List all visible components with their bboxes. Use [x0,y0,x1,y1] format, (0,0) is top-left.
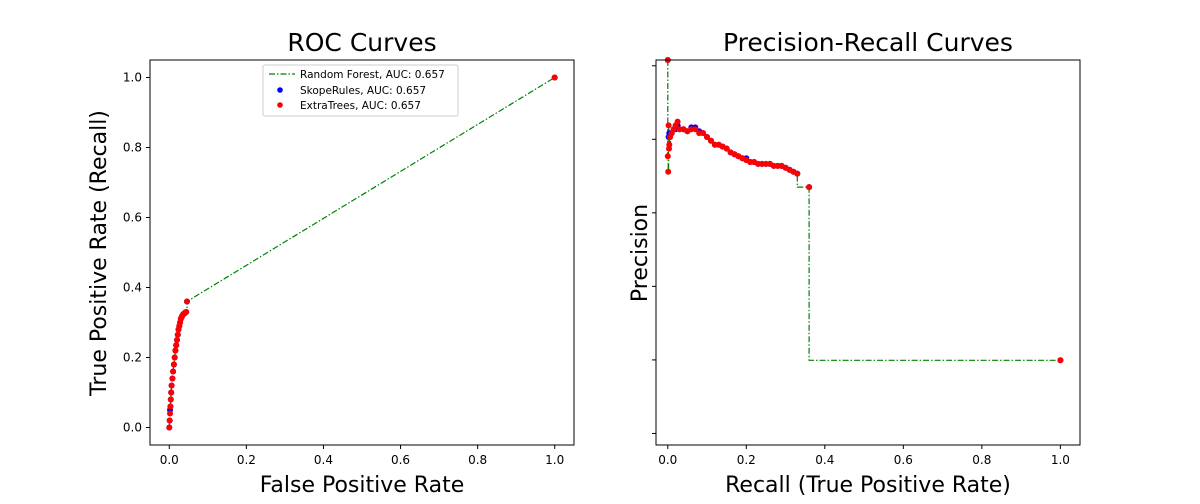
pr-series-2-point [666,141,673,148]
roc-axes-frame [149,59,575,446]
roc-plot-area [166,74,558,431]
pr-x-tick-label: 0.0 [658,453,677,467]
roc-y-axis-label: True Positive Rate (Recall) [87,110,112,397]
roc-x-tick-label: 0.0 [160,453,179,467]
precision-recall-chart: Precision-Recall Curves Recall (True Pos… [628,28,1081,498]
roc-series-2-point [168,382,175,389]
pr-series-line-0 [667,60,1061,361]
pr-series-2-point [794,170,801,177]
roc-series-2-point [173,342,180,349]
roc-chart: ROC Curves False Positive Rate True Posi… [87,28,575,498]
pr-series-2-point [708,137,714,144]
roc-series-2-point [169,375,176,382]
roc-y-tick-label: 0.0 [123,421,142,435]
pr-title: Precision-Recall Curves [723,28,1013,57]
legend-skoperules-marker [277,87,283,93]
pr-x-axis-label: Recall (True Positive Rate) [725,473,1011,498]
roc-y-tick-label: 0.2 [123,351,142,365]
pr-x-ticks: 0.0 0.2 0.4 0.6 0.8 1.0 [658,445,1070,467]
roc-series-2-point [184,298,190,305]
roc-x-tick-label: 0.2 [237,453,256,467]
pr-series-2-point [692,126,699,133]
roc-y-tick-label: 0.4 [123,281,142,295]
roc-y-ticks: 0.0 0.2 0.4 0.6 0.8 1.0 [123,71,150,435]
roc-series-2-point [167,403,174,410]
pr-x-tick-label: 1.0 [1051,453,1070,467]
pr-y-axis-label: Precision [628,204,653,302]
roc-series-2-point [172,347,179,354]
roc-y-tick-label: 1.0 [123,71,142,85]
legend-frame [262,64,459,117]
pr-series-2-point [674,118,681,125]
roc-series-2-point [170,361,177,368]
legend-extratrees-marker [277,102,283,108]
pr-series-2-point [704,134,710,140]
legend-random-forest-label: Random Forest, AUC: 0.657 [300,69,445,81]
pr-x-tick-label: 0.8 [972,453,991,467]
legend-extratrees-label: ExtraTrees, AUC: 0.657 [300,100,421,112]
roc-x-tick-label: 0.4 [314,453,333,467]
pr-series-2-point [723,145,730,152]
roc-series-line-0 [168,76,556,428]
roc-x-ticks: 0.0 0.2 0.4 0.6 0.8 1.0 [160,445,564,467]
pr-series-2-point [806,184,813,191]
roc-series-2-point [183,309,190,315]
roc-series-2-point [168,389,175,396]
pr-y-ticks [652,65,656,434]
pr-series-2-point [665,122,672,129]
roc-series-2-point [551,74,558,81]
roc-y-tick-label: 0.6 [123,211,142,225]
roc-series-2-point [174,331,181,338]
roc-x-tick-label: 0.8 [468,453,487,467]
roc-series-2-point [170,368,177,375]
roc-series-2-point [171,354,178,361]
legend-skoperules-label: SkopeRules, AUC: 0.657 [300,85,426,97]
roc-y-tick-label: 0.8 [123,141,142,155]
roc-series-2-point [167,410,173,417]
roc-series-2-point [166,424,173,431]
pr-plot-area [664,57,1064,364]
roc-title: ROC Curves [287,28,436,57]
roc-series-2-point [174,337,180,343]
pr-series-2-point [1057,357,1064,364]
roc-series-2-point [167,396,174,403]
pr-x-tick-label: 0.4 [815,453,834,467]
pr-series-2-point [664,153,671,160]
pr-axes-frame [655,59,1081,446]
pr-x-tick-label: 0.2 [737,453,756,467]
roc-legend: Random Forest, AUC: 0.657 SkopeRules, AU… [262,64,459,117]
pr-series-2-point [665,168,672,175]
roc-x-tick-label: 0.6 [391,453,410,467]
pr-series-2-point [700,130,707,137]
roc-series-2-point [166,417,173,424]
pr-x-tick-label: 0.6 [894,453,913,467]
roc-x-axis-label: False Positive Rate [260,473,464,498]
roc-x-tick-label: 1.0 [545,453,564,467]
